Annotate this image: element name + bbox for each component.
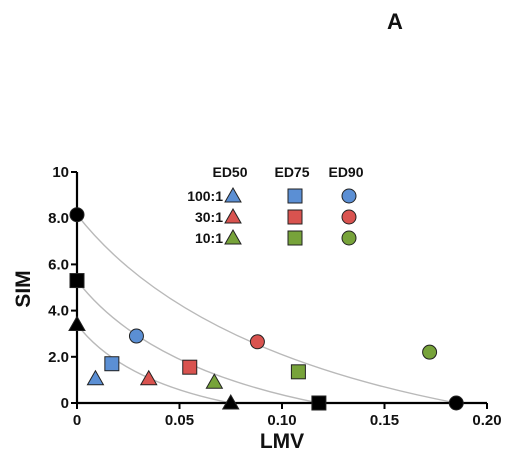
single-agent-ed75-point (69, 273, 85, 289)
legend-row-label: 10:1 (195, 230, 223, 246)
x-tick-label: 0.15 (370, 412, 399, 429)
y-axis-title: SIM (12, 270, 35, 307)
point-100-1-ed50 (86, 369, 105, 386)
legend-header-ed90: ED90 (328, 164, 363, 180)
single-agent-ed90-point (448, 395, 464, 411)
y-tick-label: 10 (52, 164, 69, 181)
y-tick-label: 2.0 (48, 349, 69, 366)
legend-header-ed75: ED75 (274, 164, 309, 180)
x-tick-label: 0.05 (165, 412, 194, 429)
legend-swatch-10-1-ed50 (224, 228, 242, 245)
point-10-1-ed75 (290, 364, 306, 380)
x-tick-label: 0.10 (267, 412, 296, 429)
legend-swatch-30-1-ed90 (341, 209, 357, 225)
legend-swatch-100-1-ed90 (341, 188, 357, 204)
single-agent-ed90-point (69, 207, 85, 223)
legend-swatch-30-1-ed50 (224, 207, 242, 224)
legend-swatch-100-1-ed75 (287, 188, 303, 204)
legend-swatch-30-1-ed75 (287, 209, 303, 225)
single-agent-ed50-point (221, 393, 240, 410)
legend-header-ed50: ED50 (212, 164, 247, 180)
point-10-1-ed50 (205, 373, 224, 389)
x-axis-title: LMV (260, 430, 304, 453)
legend-swatch-10-1-ed75 (287, 230, 303, 246)
y-tick-label: 8.0 (48, 210, 69, 227)
legend-row-label: 100:1 (187, 188, 223, 204)
point-30-1-ed90 (249, 334, 265, 350)
legend-swatch-100-1-ed50 (224, 186, 242, 203)
axes (75, 172, 487, 405)
y-tick-label: 4.0 (48, 303, 69, 320)
point-100-1-ed90 (128, 328, 144, 344)
axis-ticks: 0 2.0 4.0 6.0 8.0 10 0 0.05 0.10 0.15 0.20 (48, 164, 501, 429)
point-10-1-ed90 (422, 344, 438, 360)
point-30-1-ed50 (139, 369, 158, 386)
isobole-ed90 (76, 214, 457, 404)
combination-points (86, 328, 438, 389)
isobole-ed75 (76, 280, 320, 404)
x-tick-label: 0 (73, 412, 81, 429)
x-tick-label: 0.20 (472, 412, 501, 429)
point-100-1-ed75 (104, 356, 120, 372)
legend-row-label: 30:1 (195, 209, 223, 225)
single-agent-ed50-point (68, 315, 86, 331)
isobole-ed50 (76, 324, 231, 404)
panel-label: A (387, 9, 403, 34)
y-tick-label: 0 (61, 395, 69, 412)
single-agent-ed75-point (311, 395, 327, 411)
legend: ED50 ED75 ED90 100:1 30:1 10:1 (187, 164, 364, 246)
point-30-1-ed75 (182, 359, 198, 375)
single-agent-points (68, 207, 464, 411)
y-tick-label: 6.0 (48, 256, 69, 273)
isobole-lines (76, 214, 457, 404)
legend-swatch-10-1-ed90 (341, 230, 357, 246)
